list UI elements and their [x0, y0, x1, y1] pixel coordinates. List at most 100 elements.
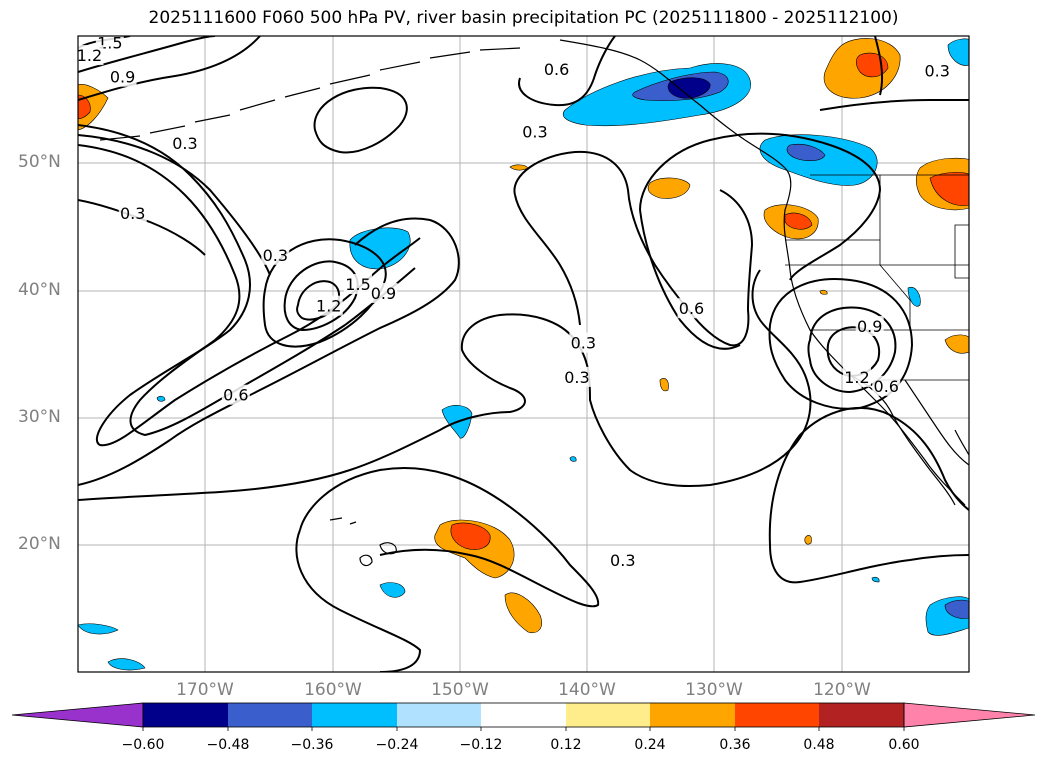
- contour-label: 0.3: [172, 134, 197, 153]
- colorbar-extend-min: [11, 702, 144, 728]
- lon-label-130w: 130°W: [685, 680, 743, 700]
- contour-label: 1.5: [97, 33, 122, 52]
- precip-blob-tiny-o4: [804, 534, 812, 545]
- contour-label-bg: [344, 274, 373, 295]
- colorbar: [11, 702, 1036, 731]
- precip-blob-hawaii-ne-core: [450, 522, 491, 550]
- contour-label-bg: [118, 202, 147, 223]
- contour-label: 0.3: [263, 246, 288, 265]
- contour-label-bg: [562, 366, 591, 387]
- precip-blob-baja: [907, 286, 921, 307]
- precip-blob-tiny-o2: [659, 378, 669, 392]
- precip-blob-west-edge: [78, 84, 109, 131]
- colorbar-swatch: [397, 703, 481, 727]
- lon-label-150w: 150°W: [431, 680, 489, 700]
- contour-label: 0.6: [679, 299, 704, 318]
- precip-blob-tiny-o5: [819, 289, 828, 295]
- plot-title: 2025111600 F060 500 hPa PV, river basin …: [148, 8, 899, 28]
- contour-label: 0.6: [223, 386, 248, 405]
- precip-blob-pacific: [349, 227, 411, 270]
- colorbar-swatch: [819, 703, 904, 727]
- colorbar-tick-label: 0.24: [634, 737, 666, 753]
- contour-label-bg: [677, 298, 706, 319]
- contour-labels: 1.51.20.90.30.30.31.51.20.90.60.60.30.30…: [77, 33, 952, 571]
- precip-blob-or-core: [784, 212, 813, 230]
- precip-blob-wa-core: [929, 172, 969, 206]
- contour-label-bg: [314, 295, 343, 316]
- precip-blob-small2: [379, 582, 406, 598]
- lon-label-160w: 160°W: [304, 680, 362, 700]
- precip-blob-mid: [647, 177, 691, 199]
- precip-blob-south: [504, 592, 542, 633]
- contour-label: 0.6: [544, 60, 569, 79]
- precip-blob-tiny: [156, 395, 166, 402]
- contour-label-bg: [520, 121, 549, 142]
- contour-label-bg: [542, 59, 571, 80]
- contour-label-bg: [872, 375, 901, 396]
- precip-blob-alaska-core2: [667, 77, 711, 99]
- contour-label: 0.3: [522, 122, 547, 141]
- colorbar-tick-label: −0.36: [290, 737, 334, 753]
- contour-label: 1.2: [316, 297, 341, 316]
- colorbar-tick-label: −0.24: [375, 737, 419, 753]
- colorbar-swatch: [228, 703, 312, 727]
- precip-blob-small3: [78, 623, 119, 635]
- contour-label: 0.9: [110, 68, 135, 87]
- precip-blob-tiny3: [871, 576, 880, 583]
- lon-label-140w: 140°W: [558, 680, 616, 700]
- contour-label: 0.3: [924, 61, 949, 80]
- contour-label-bg: [78, 45, 104, 66]
- contour-label: 1.5: [345, 275, 370, 294]
- contour-label: 0.6: [874, 377, 899, 396]
- precip-blob-se-core: [944, 599, 969, 619]
- contour-label-bg: [369, 282, 398, 303]
- coastlines: [99, 39, 969, 567]
- contour-label-bg: [923, 60, 952, 81]
- contour-label-bg: [261, 244, 290, 265]
- contour-label: 0.3: [120, 204, 145, 223]
- pv-contours: [78, 36, 969, 672]
- colorbar-swatch: [312, 703, 397, 727]
- precip-blob-bc-core: [786, 143, 826, 161]
- lat-label-30n: 30°N: [18, 407, 61, 427]
- colorbar-tick-label: −0.48: [206, 737, 250, 753]
- precip-blob-tiny-o3: [944, 334, 969, 354]
- contour-label-bg: [108, 66, 137, 87]
- precip-blob-tiny-o1: [509, 164, 529, 171]
- colorbar-tick-label: −0.60: [121, 737, 165, 753]
- contour-label-bg: [170, 132, 199, 153]
- contour-label-bg: [842, 366, 871, 387]
- contour-label: 0.9: [371, 284, 396, 303]
- colorbar-swatch: [143, 703, 228, 727]
- colorbar-extend-max: [903, 702, 1036, 728]
- precip-blob-ne: [947, 38, 969, 66]
- colorbar-swatch: [566, 703, 650, 727]
- colorbar-tick-label: −0.12: [459, 737, 503, 753]
- colorbar-tick-label: 0.48: [803, 737, 835, 753]
- precip-blob-tiny2: [569, 456, 577, 462]
- colorbar-tick-label: 0.60: [888, 737, 920, 753]
- colorbar-tick-label: 0.12: [550, 737, 582, 753]
- contour-label: 0.3: [571, 334, 596, 353]
- precip-blob-west-edge-core: [78, 94, 91, 120]
- colorbar-swatch: [650, 703, 735, 727]
- lat-label-40n: 40°N: [18, 280, 61, 300]
- contour-label-bg: [855, 316, 884, 337]
- contour-label-bg: [608, 550, 637, 571]
- colorbar-tick-label: 0.36: [719, 737, 751, 753]
- map-frame: [77, 35, 970, 673]
- contour-label: 1.2: [77, 46, 102, 65]
- contour-label-bg: [221, 384, 250, 405]
- lat-label-20n: 20°N: [18, 534, 61, 554]
- lat-label-50n: 50°N: [18, 152, 61, 172]
- lon-label-170w: 170°W: [176, 680, 234, 700]
- contour-label-bg: [569, 332, 598, 353]
- colorbar-swatch: [735, 703, 819, 727]
- contour-label: 0.9: [857, 317, 882, 336]
- contour-label: 0.3: [564, 368, 589, 387]
- precip-blob-small4: [107, 658, 146, 671]
- colorbar-swatch: [481, 703, 566, 727]
- contour-label: 1.2: [844, 368, 869, 387]
- contour-label: 0.3: [610, 551, 635, 570]
